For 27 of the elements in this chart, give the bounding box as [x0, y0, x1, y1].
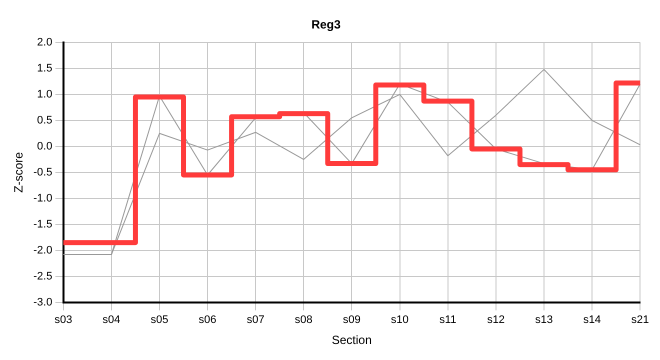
y-tick-label: 2.0 [37, 36, 52, 48]
y-tick-label: -1.5 [33, 218, 52, 230]
x-tick-label: s04 [102, 314, 120, 326]
x-tick-label: s13 [535, 314, 553, 326]
x-tick-label: s05 [150, 314, 168, 326]
y-tick-label: 0.5 [37, 114, 52, 126]
x-tick-label: s11 [439, 314, 456, 326]
x-tick-label: s07 [246, 314, 264, 326]
x-axis-title: Section [332, 333, 372, 348]
y-tick-label: -0.5 [33, 166, 52, 178]
x-tick-label: s10 [390, 314, 409, 326]
y-tick-label: 1.0 [37, 88, 52, 100]
x-tick-label: s09 [342, 314, 361, 326]
x-tick-label: s12 [487, 314, 505, 326]
chart-title: Reg3 [311, 18, 341, 32]
y-tick-label: -3.0 [33, 296, 52, 308]
y-axis-title: Z-score [12, 152, 26, 193]
y-tick-label: 1.5 [37, 62, 52, 74]
x-tick-label: s08 [294, 314, 313, 326]
x-tick-label: s21 [631, 314, 650, 326]
y-tick-label: -1.0 [33, 192, 52, 204]
x-tick-label: s14 [583, 314, 601, 326]
x-tick-label: s03 [54, 314, 72, 326]
y-tick-label: -2.5 [33, 270, 52, 282]
y-tick-label: 0.0 [37, 140, 52, 152]
x-tick-label: s06 [198, 314, 216, 326]
y-tick-label: -2.0 [33, 244, 52, 256]
